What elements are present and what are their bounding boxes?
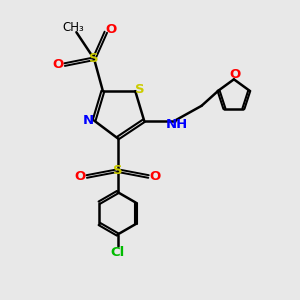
Text: Cl: Cl	[110, 246, 125, 259]
Text: CH₃: CH₃	[63, 21, 84, 34]
Text: S: S	[89, 52, 99, 65]
Text: N: N	[83, 114, 94, 127]
Text: O: O	[230, 68, 241, 80]
Text: O: O	[52, 58, 64, 71]
Text: NH: NH	[165, 118, 188, 130]
Text: O: O	[149, 170, 161, 183]
Text: O: O	[75, 170, 86, 183]
Text: S: S	[135, 83, 145, 96]
Text: O: O	[106, 23, 117, 36]
Text: S: S	[113, 164, 122, 177]
